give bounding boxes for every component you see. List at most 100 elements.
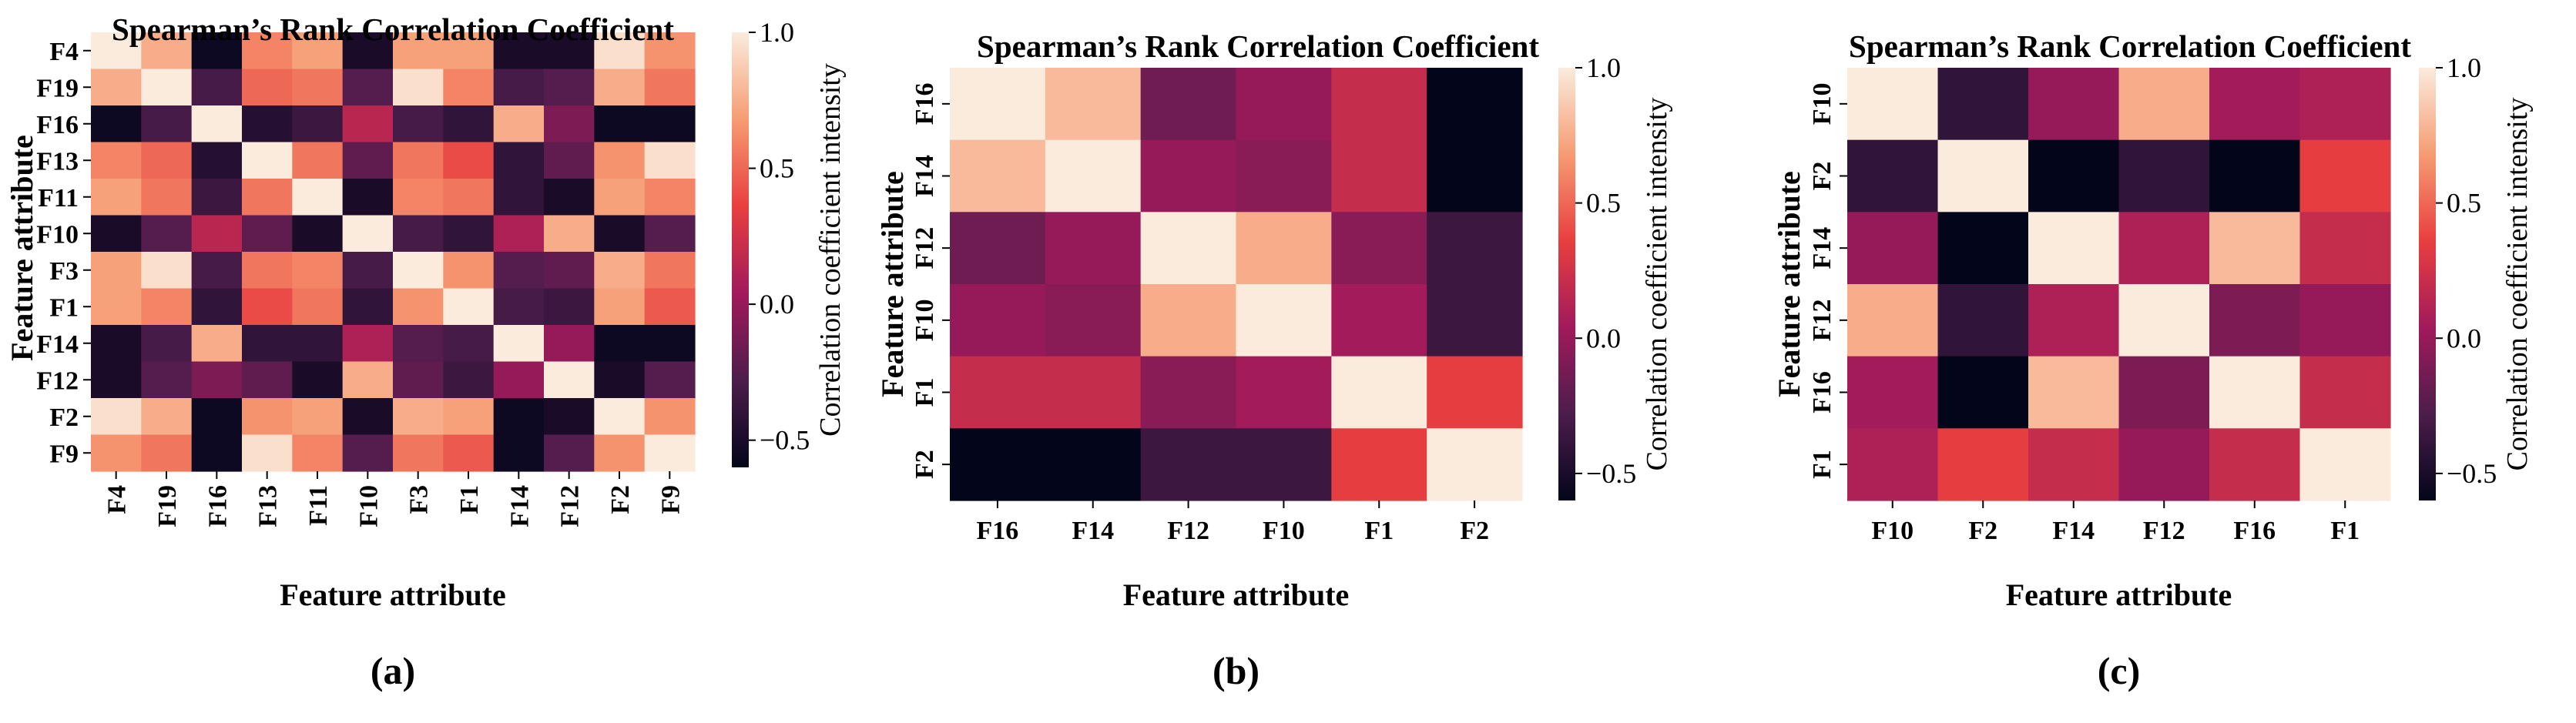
heatmap-cell bbox=[950, 428, 1046, 501]
y-tick-label: F12 bbox=[36, 367, 79, 395]
heatmap-cell bbox=[2299, 68, 2391, 141]
heatmap-cell bbox=[443, 361, 495, 399]
colorbar-tick-label: 0.5 bbox=[1586, 188, 1621, 219]
colorbar-tick-label: 1.0 bbox=[1586, 52, 1621, 83]
heatmap-cell bbox=[191, 252, 243, 290]
x-axis-label: Feature attribute bbox=[2006, 577, 2232, 612]
heatmap-cell bbox=[544, 252, 595, 290]
heatmap-cell bbox=[292, 361, 344, 399]
heatmap-cell bbox=[393, 32, 444, 70]
x-tick-label: F2 bbox=[606, 485, 635, 514]
heatmap-cell bbox=[91, 288, 142, 326]
heatmap-cell bbox=[191, 288, 243, 326]
heatmap-cell bbox=[242, 434, 293, 472]
heatmap-cell bbox=[1937, 284, 2029, 357]
heatmap-cell bbox=[191, 32, 243, 70]
heatmap-cell bbox=[1140, 356, 1237, 429]
heatmap-cell bbox=[292, 179, 344, 216]
heatmap-cell bbox=[544, 32, 595, 70]
heatmap-cell bbox=[544, 361, 595, 399]
heatmap-cell bbox=[2209, 356, 2301, 429]
heatmap-cell bbox=[1847, 356, 1939, 429]
heatmap-cell bbox=[443, 142, 495, 179]
heatmap-cell bbox=[644, 105, 696, 143]
heatmap-cell bbox=[242, 69, 293, 106]
y-tick-label: F10 bbox=[1808, 82, 1836, 125]
x-tick-label: F10 bbox=[1871, 517, 1914, 545]
heatmap-cell bbox=[292, 215, 344, 253]
heatmap-cell bbox=[2028, 139, 2120, 213]
heatmap-cell bbox=[242, 288, 293, 326]
y-tick-label: F1 bbox=[911, 378, 939, 407]
x-tick-label: F13 bbox=[254, 485, 283, 527]
x-axis-label: Feature attribute bbox=[280, 577, 506, 612]
heatmap-cell bbox=[2209, 428, 2301, 501]
heatmap-cell bbox=[1427, 356, 1523, 429]
heatmap-cell bbox=[342, 325, 394, 363]
heatmap-cell bbox=[493, 434, 545, 472]
x-tick-label: F1 bbox=[1364, 517, 1394, 545]
heatmap-cell bbox=[1045, 139, 1142, 213]
heatmap-cell bbox=[2118, 356, 2210, 429]
heatmap-cell bbox=[644, 252, 696, 290]
colorbar-label: Correlation coefficient intensity bbox=[814, 63, 847, 437]
heatmap-cell bbox=[1847, 139, 1939, 213]
x-tick-label: F3 bbox=[405, 485, 434, 514]
heatmap-cell bbox=[141, 398, 193, 436]
heatmap-cell bbox=[1236, 356, 1332, 429]
heatmap-cell bbox=[1427, 428, 1523, 501]
x-tick-label: F2 bbox=[1460, 517, 1489, 545]
x-tick-label: F12 bbox=[2143, 517, 2185, 545]
heatmap-cell bbox=[393, 179, 444, 216]
heatmap-cell bbox=[594, 69, 646, 106]
heatmap-cell bbox=[292, 252, 344, 290]
heatmap-cell bbox=[644, 288, 696, 326]
heatmap-cell bbox=[443, 325, 495, 363]
heatmap-cell bbox=[1045, 356, 1142, 429]
heatmap-cell bbox=[393, 325, 444, 363]
heatmap-cell bbox=[1427, 139, 1523, 213]
heatmap-cell bbox=[1045, 428, 1142, 501]
heatmap-cell bbox=[2118, 68, 2210, 141]
heatmap-cell bbox=[493, 32, 545, 70]
y-tick-label: F3 bbox=[49, 257, 79, 286]
chart-title: Spearman’s Rank Correlation Coefficient bbox=[112, 12, 674, 47]
heatmap-cell bbox=[2028, 68, 2120, 141]
heatmap-cell bbox=[191, 215, 243, 253]
colorbar-tick-label: 1.0 bbox=[2447, 52, 2481, 83]
colorbar-tick-label: −0.5 bbox=[760, 425, 810, 456]
colorbar-tick-label: −0.5 bbox=[2447, 458, 2497, 489]
heatmap-cell bbox=[342, 179, 394, 216]
heatmap-cell bbox=[493, 252, 545, 290]
heatmap-cell bbox=[443, 398, 495, 436]
heatmap-cell bbox=[1331, 428, 1427, 501]
x-tick-label: F12 bbox=[556, 485, 585, 527]
heatmap-cell bbox=[2299, 284, 2391, 357]
heatmap-cell bbox=[544, 105, 595, 143]
heatmap-cell bbox=[2299, 212, 2391, 285]
heatmap-cell bbox=[191, 105, 243, 143]
heatmap-cell bbox=[594, 179, 646, 216]
heatmap-cell bbox=[950, 139, 1046, 213]
heatmap-cell bbox=[644, 434, 696, 472]
x-tick-label: F12 bbox=[1167, 517, 1209, 545]
heatmap-cell bbox=[191, 398, 243, 436]
heatmap-cell bbox=[141, 325, 193, 363]
colorbar bbox=[1558, 68, 1575, 500]
x-tick-label: F1 bbox=[455, 485, 484, 514]
heatmap-cell bbox=[950, 284, 1046, 357]
heatmap-cell bbox=[1045, 68, 1142, 141]
heatmap-cell bbox=[1847, 212, 1939, 285]
heatmap-cell bbox=[292, 434, 344, 472]
heatmap-cell bbox=[292, 69, 344, 106]
y-tick-label: F13 bbox=[36, 147, 79, 176]
colorbar bbox=[732, 32, 749, 467]
heatmap-cell bbox=[644, 325, 696, 363]
heatmap-cell bbox=[342, 32, 394, 70]
heatmap-cell bbox=[1140, 212, 1237, 285]
x-tick-label: F10 bbox=[1263, 517, 1305, 545]
heatmap-cell bbox=[594, 32, 646, 70]
x-tick-label: F4 bbox=[103, 485, 132, 514]
heatmap-cell bbox=[443, 434, 495, 472]
heatmap-cell bbox=[1236, 428, 1332, 501]
